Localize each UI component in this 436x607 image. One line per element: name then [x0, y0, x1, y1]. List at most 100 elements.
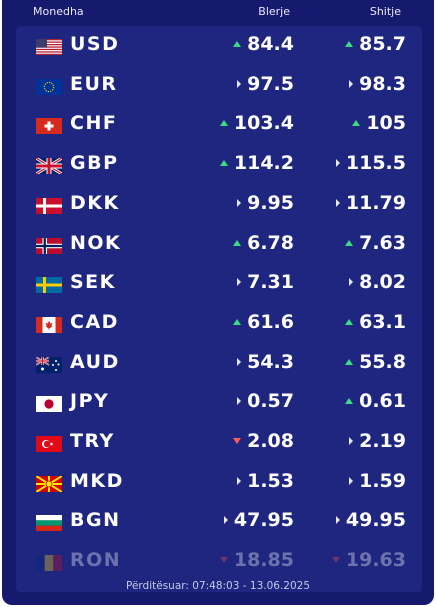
flag-cad-icon	[36, 316, 62, 333]
trend-same-icon	[237, 476, 242, 485]
rate-row-bgn: BGN 47.95 49.95	[16, 502, 422, 542]
flag-dkk-icon	[36, 197, 62, 214]
currency-code: JPY	[70, 390, 110, 413]
sell-rate: 98.3	[349, 73, 406, 95]
trend-up-icon	[352, 120, 361, 127]
sell-rate-value: 19.63	[345, 549, 406, 572]
flag-sek-icon	[36, 277, 62, 294]
currency-column-label: Monedha	[33, 5, 84, 18]
currency-code: NOK	[70, 231, 122, 254]
trend-down-icon	[331, 557, 340, 564]
flag-eur-icon	[36, 78, 62, 95]
trend-same-icon	[349, 476, 354, 485]
flag-bgn-icon	[36, 515, 62, 532]
currency-code: USD	[70, 33, 120, 55]
rate-row-nok: NOK 6.78 7.63	[16, 225, 422, 265]
trend-down-icon	[233, 438, 242, 444]
buy-rate: 1.53	[237, 470, 294, 492]
last-updated-text: Përditësuar: 07:48:03 - 13.06.2025	[125, 580, 311, 592]
flag-mkd-icon	[36, 475, 62, 492]
currency-code: TRY	[70, 430, 115, 452]
flag-usd-icon	[36, 39, 62, 55]
buy-rate-value: 6.78	[247, 231, 294, 254]
flag-nok-icon	[36, 237, 62, 254]
sell-rate: 85.7	[345, 33, 406, 55]
sell-rate-value: 8.02	[359, 271, 406, 294]
sell-rate: 55.8	[345, 351, 406, 373]
trend-same-icon	[223, 516, 228, 525]
trend-up-icon	[345, 398, 354, 405]
flag-jpy-icon	[36, 396, 62, 413]
trend-same-icon	[349, 79, 354, 88]
rate-row-cad: CAD 61.6 63.1	[16, 304, 422, 344]
rate-row-dkk: DKK 9.95 11.79	[16, 185, 422, 225]
trend-same-icon	[349, 437, 354, 445]
buy-rate-value: 2.08	[247, 430, 294, 452]
currency-code: RON	[70, 549, 122, 572]
buy-rate: 2.08	[233, 430, 294, 452]
trend-up-icon	[219, 160, 228, 167]
buy-rate-value: 61.6	[247, 310, 294, 333]
buy-rate: 47.95	[223, 509, 294, 532]
trend-up-icon	[233, 318, 242, 325]
sell-column-label: Shitje	[369, 5, 401, 18]
currency-code: EUR	[70, 72, 118, 95]
currency-code: BGN	[70, 509, 121, 532]
sell-rate-value: 49.95	[345, 509, 406, 532]
buy-rate-value: 1.53	[247, 469, 294, 492]
buy-rate: 18.85	[219, 549, 294, 572]
buy-rate-value: 47.95	[233, 509, 294, 532]
sell-rate: 11.79	[335, 192, 406, 214]
trend-same-icon	[237, 357, 242, 366]
trend-same-icon	[335, 516, 340, 525]
currency-code: MKD	[70, 469, 124, 492]
flag-aud-icon	[36, 356, 62, 373]
column-header: Monedha Blerje Shitje	[2, 0, 434, 26]
buy-rate: 61.6	[233, 311, 294, 333]
trend-up-icon	[345, 239, 354, 246]
sell-rate-value: 7.63	[359, 231, 406, 254]
rate-row-mkd: MKD 1.53 1.59	[16, 463, 422, 503]
buy-rate: 114.2	[219, 152, 294, 175]
sell-rate: 0.61	[345, 390, 406, 412]
flag-try-icon	[36, 436, 62, 452]
rate-row-ron: RON 18.85 19.63	[16, 542, 422, 582]
buy-rate-value: 18.85	[233, 549, 294, 572]
sell-rate: 7.63	[345, 232, 406, 254]
buy-rate: 9.95	[237, 192, 294, 214]
trend-up-icon	[345, 318, 354, 325]
sell-rate-value: 98.3	[359, 72, 406, 95]
sell-rate-value: 63.1	[359, 310, 406, 333]
rates-list: USD 84.4 85.7 EUR 97.5 98.3 CHF 103.4 105 GBP 114.…	[16, 26, 422, 592]
sell-rate-value: 55.8	[359, 350, 406, 373]
trend-up-icon	[345, 358, 354, 365]
rate-row-chf: CHF 103.4 105	[16, 105, 422, 145]
buy-rate-value: 84.4	[247, 33, 294, 55]
sell-rate: 105	[352, 112, 406, 134]
rate-row-sek: SEK 7.31 8.02	[16, 264, 422, 304]
buy-column-label: Blerje	[258, 5, 290, 18]
sell-rate-value: 0.61	[359, 390, 406, 413]
sell-rate-value: 85.7	[359, 33, 406, 55]
buy-rate-value: 114.2	[233, 152, 294, 175]
rate-row-eur: EUR 97.5 98.3	[16, 66, 422, 106]
trend-up-icon	[233, 239, 242, 246]
buy-rate: 7.31	[237, 271, 294, 293]
currency-code: DKK	[70, 191, 120, 214]
currency-code: GBP	[70, 152, 119, 175]
trend-same-icon	[237, 198, 242, 207]
buy-rate: 6.78	[233, 232, 294, 254]
trend-same-icon	[237, 278, 242, 287]
trend-up-icon	[345, 41, 354, 47]
trend-same-icon	[335, 198, 340, 207]
buy-rate-value: 9.95	[247, 191, 294, 214]
trend-same-icon	[335, 159, 340, 168]
buy-rate: 54.3	[237, 351, 294, 373]
rate-row-try: TRY 2.08 2.19	[16, 423, 422, 463]
rate-row-jpy: JPY 0.57 0.61	[16, 383, 422, 423]
buy-rate: 103.4	[219, 112, 294, 134]
trend-up-icon	[219, 120, 228, 127]
buy-rate-value: 97.5	[247, 72, 294, 95]
currency-code: CHF	[70, 112, 118, 135]
